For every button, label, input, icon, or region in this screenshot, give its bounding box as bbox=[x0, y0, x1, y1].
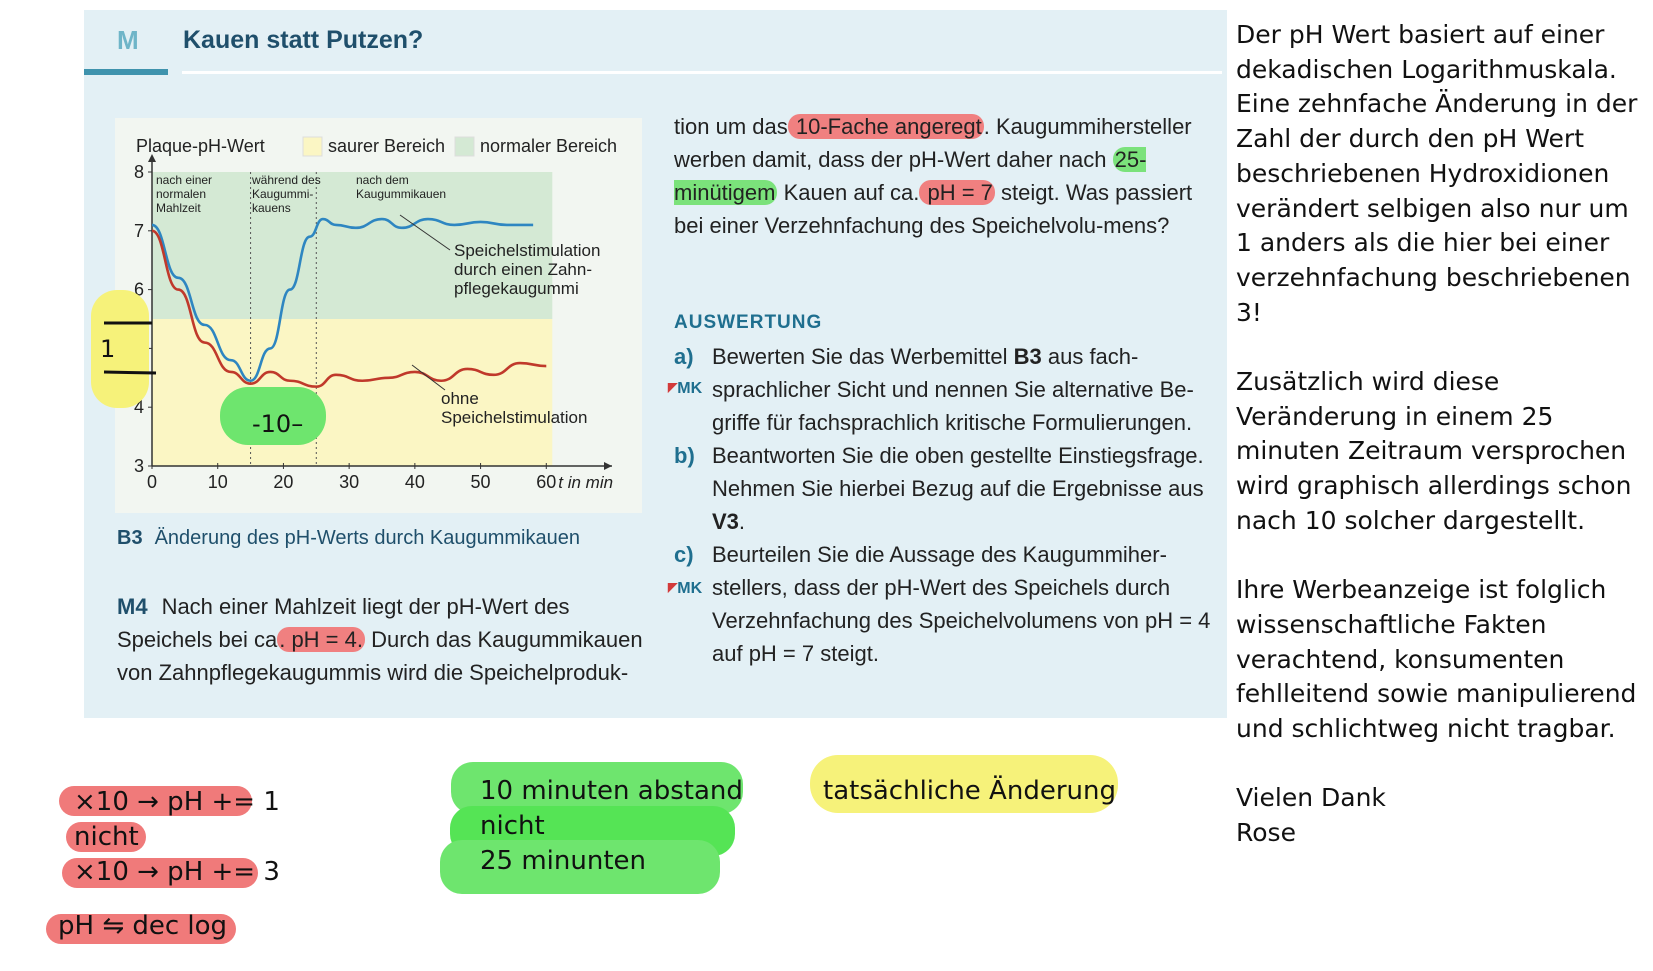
yellow-blob bbox=[810, 755, 1118, 813]
mk-badge-a: ◤MK bbox=[668, 380, 702, 398]
answer-paragraph-3: Ihre Werbeanzeige ist folglich wissensch… bbox=[1236, 575, 1637, 744]
col2-text-4: steigt. Was passiert bei einer Verzehnfa… bbox=[674, 180, 1193, 238]
mk-badge-label: MK bbox=[677, 580, 703, 597]
note-yellow-1: tatsächliche Änderung bbox=[823, 776, 1116, 806]
page-title: Kauen statt Putzen? bbox=[183, 26, 424, 54]
note-red-3: ×10 → pH += 3 bbox=[74, 857, 280, 887]
m4-highlight-ph4: . pH = 4. bbox=[277, 627, 365, 652]
note-red-2: nicht bbox=[74, 822, 139, 852]
task-b-text-2: . bbox=[738, 509, 746, 534]
task-a-ref: B3 bbox=[1013, 344, 1042, 369]
col2-text-2: . Kaugummihersteller werben damit, dass … bbox=[674, 114, 1192, 172]
note-green-1: 10 minuten abstand bbox=[480, 776, 743, 806]
mk-corner-icon: ◤ bbox=[668, 380, 678, 394]
m4-continuation: tion um das 10-Fache angeregt. Kaugummih… bbox=[674, 110, 1214, 242]
highlight-ph7: pH = 7 bbox=[919, 180, 995, 205]
red-blob-1 bbox=[59, 786, 252, 816]
task-b-text-1: Beantworten Sie die oben gestellte Einst… bbox=[712, 443, 1204, 501]
answer-paragraph-2: Zusätzlich wird diese Veränderung in ein… bbox=[1236, 367, 1632, 535]
section-label: M bbox=[117, 25, 139, 55]
mk-corner-icon: ◤ bbox=[668, 580, 678, 594]
task-c-letter: c) bbox=[674, 542, 694, 567]
m4-text-b: Durch das Kaugummikauen von Zahnpflegeka… bbox=[117, 627, 643, 685]
task-a-text-1: Bewerten Sie das Werbemittel bbox=[712, 344, 1014, 369]
task-a-text-2: aus fach-sprachlicher Sicht und nennen S… bbox=[712, 344, 1194, 435]
task-b-text: Beantworten Sie die oben gestellte Einst… bbox=[712, 439, 1219, 538]
note-red-4: pH ⇋ dec log bbox=[58, 911, 228, 941]
figure-caption-text: Änderung des pH-Werts durch Kaugummikaue… bbox=[154, 527, 580, 549]
red-blob-3 bbox=[62, 858, 258, 888]
chart-container bbox=[115, 118, 642, 513]
mk-badge-label: MK bbox=[677, 380, 703, 397]
answer-signature: Rose bbox=[1236, 818, 1296, 848]
task-b: b) Beantworten Sie die oben gestellte Ei… bbox=[674, 439, 1219, 538]
m4-text-a: Nach einer Mahlzeit liegt der pH-Wert de… bbox=[117, 594, 570, 652]
answer-closing: Vielen Dank bbox=[1236, 783, 1386, 813]
red-blob-2 bbox=[66, 822, 146, 852]
figure-id: B3 bbox=[117, 527, 143, 549]
figure-caption: B3 Änderung des pH-Werts durch Kaugummika… bbox=[117, 527, 580, 550]
highlight-10-fache: 10-Fache angeregt bbox=[787, 114, 984, 139]
col2-text-1: tion um das bbox=[674, 114, 788, 139]
task-b-letter: b) bbox=[674, 443, 695, 468]
title-divider bbox=[182, 71, 1222, 74]
green-blob-1 bbox=[451, 762, 743, 814]
task-a-letter: a) bbox=[674, 344, 694, 369]
answer-paragraph-1: Der pH Wert basiert auf einer dekadische… bbox=[1236, 20, 1638, 327]
m4-paragraph: M4 Nach einer Mahlzeit liegt der pH-Wert … bbox=[117, 590, 647, 689]
task-c-text: Beurteilen Sie die Aussage des Kaugummih… bbox=[712, 542, 1211, 666]
red-blob-4 bbox=[46, 914, 236, 944]
note-green-2: nicht bbox=[480, 811, 545, 841]
mk-badge-c: ◤MK bbox=[668, 580, 702, 598]
note-red-1: ×10 → pH += 1 bbox=[74, 787, 280, 817]
typed-answer: Der pH Wert basiert auf einer dekadische… bbox=[1236, 18, 1651, 851]
note-green-3: 25 minunten bbox=[480, 846, 647, 876]
green-blob-3 bbox=[440, 840, 720, 894]
section-accent-bar bbox=[84, 69, 168, 75]
m4-id: M4 bbox=[117, 594, 148, 619]
auswertung-heading: AUSWERTUNG bbox=[674, 312, 823, 333]
task-c: c) Beurteilen Sie die Aussage des Kaugum… bbox=[674, 538, 1219, 670]
task-a-text: Bewerten Sie das Werbemittel B3 aus fach… bbox=[712, 340, 1219, 439]
task-b-ref: V3 bbox=[712, 509, 739, 534]
col2-text-3: Kauen auf ca. bbox=[777, 180, 920, 205]
task-a: a) Bewerten Sie das Werbemittel B3 aus f… bbox=[674, 340, 1219, 439]
